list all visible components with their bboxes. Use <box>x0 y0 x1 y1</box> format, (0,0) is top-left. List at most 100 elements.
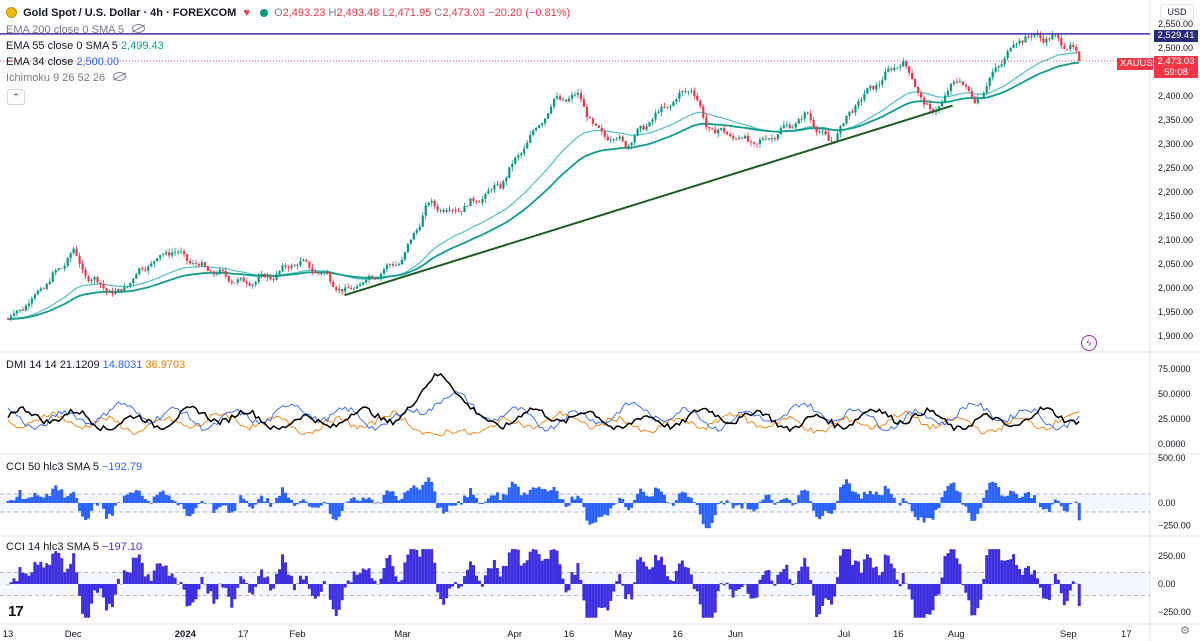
candle-body <box>114 291 117 294</box>
cci50-bar <box>292 503 296 506</box>
settings-icon[interactable]: ⚙ <box>1180 625 1190 637</box>
candle-body <box>803 112 806 119</box>
candle-body <box>329 274 332 283</box>
candle-body <box>168 252 171 256</box>
candle-body <box>138 268 141 274</box>
cci14-bar <box>158 563 162 584</box>
cci14-bar <box>322 580 326 584</box>
cci14-bar <box>131 557 135 584</box>
candle-body <box>970 90 973 98</box>
cci14-bar <box>534 549 538 584</box>
cci14-bar <box>677 563 681 584</box>
cci14-bar <box>251 584 255 595</box>
cci14-bar <box>113 584 117 595</box>
cci14-bar <box>245 583 249 584</box>
candle-body <box>326 271 329 275</box>
candle-body <box>541 123 544 126</box>
ema34-line <box>7 52 1080 320</box>
candle-body <box>457 211 460 212</box>
hidden-eye-icon[interactable] <box>113 72 127 81</box>
candle-body <box>257 276 260 282</box>
cci50-bar <box>821 503 825 516</box>
price-tick-label: 2,100.00 <box>1158 235 1193 245</box>
cci50-bar <box>719 501 723 503</box>
time-tick-label: 13 <box>3 629 14 640</box>
cci14-bar <box>415 549 419 584</box>
cci14-bar <box>15 581 19 584</box>
cci50-bar <box>940 497 944 503</box>
candle-body <box>248 283 251 286</box>
tradingview-logo[interactable]: 17 <box>8 603 24 620</box>
candle-body <box>552 98 556 107</box>
candle-body <box>454 209 457 212</box>
cci50-bar <box>358 500 362 503</box>
candle-body <box>857 101 860 106</box>
ichimoku-legend[interactable]: Ichimoku 9 26 52 26 <box>6 71 127 85</box>
favorite-icon[interactable]: ♥ <box>243 7 250 19</box>
cci50-bar <box>480 503 484 504</box>
cci14-legend[interactable]: CCI 14 hlc3 SMA 5 −197.10 <box>6 540 142 554</box>
cci14-bar <box>110 584 114 608</box>
cci50-bar <box>403 492 407 503</box>
time-tick-label: 16 <box>893 629 904 640</box>
cci14-bar <box>242 579 246 584</box>
hidden-eye-icon[interactable] <box>132 24 146 33</box>
cci50-bar <box>385 490 389 503</box>
dmi-legend[interactable]: DMI 14 14 21.1209 14.8031 36.9703 <box>6 358 185 372</box>
candle-body <box>937 106 941 111</box>
cci50-bar <box>224 503 228 506</box>
cci50-bar <box>185 503 189 516</box>
cci50-bar <box>576 495 580 503</box>
cci14-bar <box>579 579 583 584</box>
candle-body <box>27 303 30 306</box>
candle-body <box>812 119 815 128</box>
lightning-alert-icon[interactable]: ϟ <box>1081 335 1097 351</box>
ema34-legend[interactable]: EMA 34 close 2,500.00 <box>6 55 119 69</box>
candle-body <box>311 267 314 272</box>
collapse-legend-button[interactable]: ⌃ <box>7 89 25 105</box>
cci14-bar <box>167 575 171 584</box>
symbol-title[interactable]: Gold Spot / U.S. Dollar · 4h · FOREXCOM <box>23 7 237 19</box>
candle-body <box>696 95 699 101</box>
cci14-histogram <box>6 549 1081 618</box>
cci14-bar <box>522 563 526 584</box>
cci50-bar <box>850 491 854 503</box>
cci50-bar <box>239 495 243 503</box>
candle-body <box>54 270 57 273</box>
ema34-label: EMA 34 close <box>6 56 74 68</box>
candle-body <box>323 271 326 274</box>
ema200-legend[interactable]: EMA 200 close 0 SMA 5 <box>6 23 146 37</box>
cci50-tick-label: 0.00 <box>1158 498 1176 508</box>
cci14-bar <box>662 564 666 584</box>
candle-body <box>1042 38 1045 43</box>
cci50-bar <box>1077 503 1081 521</box>
cci14-bar <box>973 584 977 616</box>
cci14-bar <box>427 549 431 584</box>
cci14-bar <box>925 584 929 615</box>
candle-body <box>875 85 878 90</box>
currency-selector[interactable]: USD <box>1160 4 1194 20</box>
dmi-adx-line <box>7 373 1080 433</box>
cci50-bar <box>400 498 404 503</box>
resistance-price-tag: 2,529.41 <box>1154 30 1198 42</box>
cci50-bar <box>48 495 52 503</box>
time-tick-label: 17 <box>1121 629 1132 640</box>
cci50-legend[interactable]: CCI 50 hlc3 SMA 5 −192.79 <box>6 460 142 474</box>
candle-body <box>361 282 365 285</box>
cci50-bar <box>203 503 207 504</box>
cci14-bar <box>42 567 46 584</box>
candle-body <box>654 112 657 120</box>
ema55-legend[interactable]: EMA 55 close 0 SMA 5 2,499.43 <box>6 39 164 53</box>
cci50-bar <box>1038 503 1042 508</box>
cci14-bar <box>466 569 470 584</box>
cci14-bar <box>66 568 70 584</box>
cci14-bar <box>970 584 974 616</box>
cci14-bar <box>1068 584 1072 591</box>
cci14-bar <box>847 549 851 584</box>
cci50-bar <box>113 503 117 506</box>
cci14-bar <box>940 577 944 584</box>
cci50-bar <box>618 497 622 503</box>
gold-coin-icon <box>6 7 17 18</box>
cci14-bar <box>898 584 902 587</box>
